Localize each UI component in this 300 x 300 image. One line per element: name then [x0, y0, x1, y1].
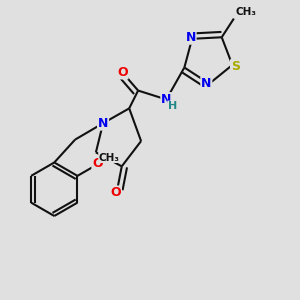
- Text: CH₃: CH₃: [235, 7, 256, 17]
- Text: O: O: [110, 186, 121, 199]
- Text: N: N: [201, 77, 211, 90]
- Text: CH₃: CH₃: [99, 153, 120, 163]
- Text: N: N: [161, 93, 172, 106]
- Text: N: N: [185, 31, 196, 44]
- Text: O: O: [117, 66, 128, 79]
- Text: N: N: [98, 117, 108, 130]
- Text: S: S: [231, 60, 240, 73]
- Text: O: O: [92, 157, 103, 170]
- Text: H: H: [168, 101, 177, 111]
